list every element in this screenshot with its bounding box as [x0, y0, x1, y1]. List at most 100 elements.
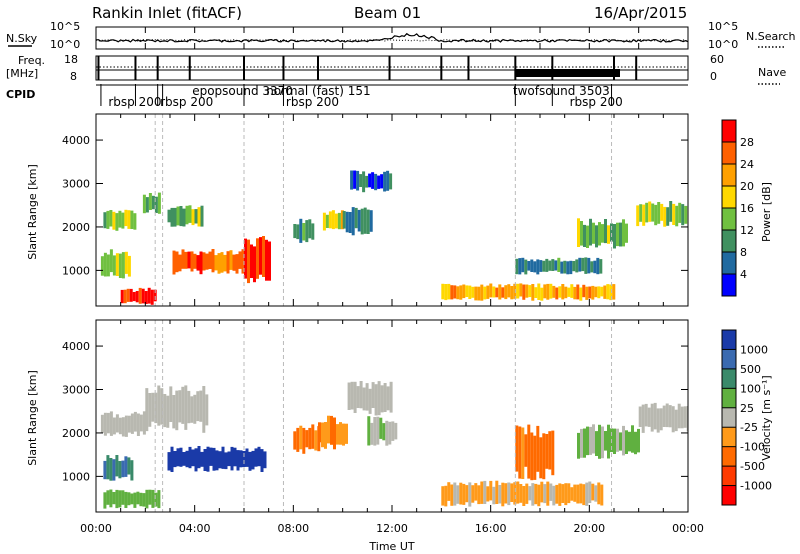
data-cell	[595, 431, 598, 456]
data-cell	[543, 484, 547, 504]
data-cell	[311, 223, 315, 240]
data-cell	[151, 392, 155, 422]
data-cell	[534, 483, 538, 505]
date-title: 16/Apr/2015	[594, 4, 687, 22]
colorbar-segment	[722, 330, 736, 350]
colorbar-segment	[722, 349, 736, 370]
data-cell	[299, 425, 303, 450]
data-cell	[197, 207, 201, 227]
data-cell	[542, 260, 546, 272]
data-cell	[260, 449, 264, 472]
data-cell	[684, 205, 688, 224]
velocity-region-10	[515, 424, 555, 481]
velocity-colorbar: 1000 500 100 25 -25 -100 -500 -1000	[721, 329, 772, 506]
data-cell	[121, 212, 125, 229]
data-cell	[253, 246, 256, 283]
power-region-11	[441, 283, 616, 301]
colorbar-tick-label: 4	[740, 268, 747, 281]
data-cell	[645, 202, 649, 223]
colorbar-segment	[722, 274, 736, 297]
data-cell	[357, 209, 361, 232]
data-cell	[389, 381, 393, 413]
data-cell	[176, 206, 180, 226]
data-cell	[583, 428, 586, 458]
data-cell	[217, 253, 221, 274]
data-cell	[103, 212, 107, 229]
data-cell	[548, 431, 552, 470]
data-cell	[118, 417, 122, 435]
data-cell	[268, 241, 271, 281]
data-cell	[391, 421, 395, 441]
data-cell	[121, 417, 125, 437]
colorbar-segment	[722, 485, 736, 506]
data-cell	[507, 284, 511, 298]
power-region-8	[322, 210, 344, 231]
data-cell	[247, 239, 250, 284]
data-cell	[342, 423, 345, 446]
data-cell	[441, 486, 445, 506]
power-region-6	[244, 236, 271, 284]
station-title: Rankin Inlet (fitACF)	[92, 4, 242, 22]
data-cell	[561, 484, 565, 503]
data-cell	[607, 225, 610, 244]
data-cell	[686, 406, 688, 432]
data-cell	[142, 194, 146, 214]
data-cell	[191, 209, 195, 226]
data-cell	[123, 289, 127, 304]
data-cell	[557, 257, 561, 272]
data-cell	[522, 284, 526, 300]
data-cell	[353, 170, 357, 189]
data-cell	[133, 411, 137, 432]
data-cell	[200, 451, 204, 467]
data-cell	[371, 382, 375, 408]
data-cell	[480, 481, 484, 504]
data-cell	[199, 251, 203, 275]
data-cell	[530, 259, 534, 272]
colorbar-segment	[722, 388, 736, 409]
velocity-region-5	[293, 424, 321, 454]
data-cell	[536, 259, 540, 275]
data-cell	[188, 446, 192, 469]
data-cell	[145, 197, 149, 213]
data-cell	[248, 451, 252, 471]
data-cell	[516, 283, 520, 299]
data-cell	[459, 482, 463, 505]
data-cell	[592, 424, 595, 454]
colorbar-tick-label: 100	[740, 382, 761, 395]
noise-left-tick-bottom: 10^0	[50, 38, 80, 51]
data-cell	[148, 393, 152, 427]
colorbar-segment	[722, 208, 736, 231]
data-cell	[172, 395, 176, 429]
data-cell	[370, 422, 374, 445]
data-cell	[444, 284, 448, 301]
data-cell	[569, 260, 573, 275]
data-cell	[100, 256, 104, 276]
data-cell	[350, 170, 354, 190]
data-cell	[441, 283, 445, 300]
data-cell	[265, 239, 268, 281]
data-cell	[325, 214, 329, 228]
data-cell	[593, 260, 597, 274]
velocity-region-9	[441, 480, 604, 507]
data-cell	[675, 205, 679, 227]
data-cell	[637, 428, 640, 453]
data-cell	[465, 485, 469, 503]
data-cell	[495, 480, 499, 504]
data-cell	[185, 450, 189, 468]
data-cell	[199, 390, 203, 422]
data-cell	[172, 250, 176, 275]
data-cell	[190, 251, 194, 272]
data-cell	[130, 460, 134, 481]
data-cell	[513, 482, 517, 505]
data-cell	[262, 236, 265, 277]
data-cell	[179, 447, 183, 467]
data-cell	[371, 172, 375, 189]
x-tick-label: 12:00	[376, 522, 408, 535]
data-cell	[145, 489, 149, 509]
data-cell	[112, 255, 116, 276]
data-cell	[528, 486, 532, 501]
data-cell	[178, 390, 182, 423]
data-cell	[302, 223, 306, 241]
data-cell	[677, 403, 681, 429]
data-cell	[597, 482, 601, 505]
